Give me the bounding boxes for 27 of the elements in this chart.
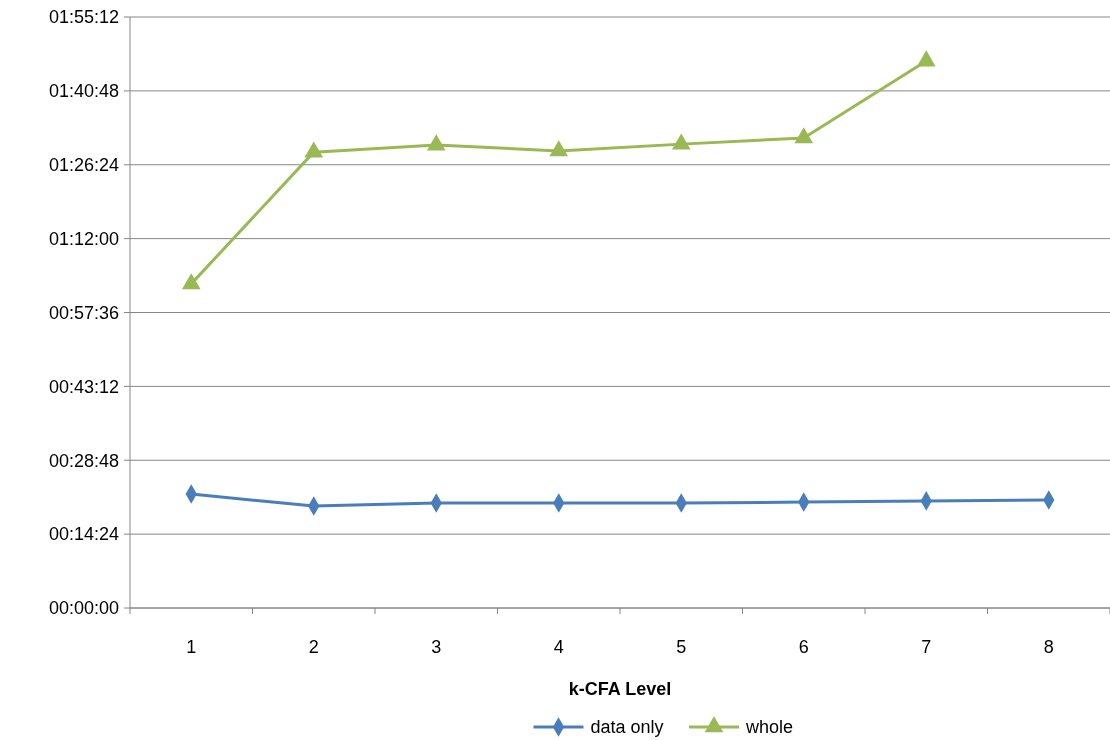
point xyxy=(794,127,814,144)
point xyxy=(549,140,569,157)
y-tick-label: 01:55:12 xyxy=(48,7,119,28)
x-axis-title: k-CFA Level xyxy=(568,679,672,699)
x-tick-label: 6 xyxy=(798,637,809,657)
y-tick-label: 01:40:48 xyxy=(48,81,119,102)
y-tick-label: 00:14:24 xyxy=(48,524,119,545)
y-tick-label: 00:57:36 xyxy=(48,302,119,323)
point xyxy=(181,273,201,290)
y-tick-label: 01:12:00 xyxy=(48,228,119,249)
point xyxy=(916,50,936,67)
y-tick-label: 00:28:48 xyxy=(48,450,119,471)
y-tick-label: 01:26:24 xyxy=(48,155,119,176)
x-tick-label: 5 xyxy=(676,637,687,657)
legend-label: whole xyxy=(745,717,794,738)
x-tick-label: 4 xyxy=(553,637,564,657)
y-tick-label: 00:43:12 xyxy=(48,376,119,397)
x-tick-label: 8 xyxy=(1043,637,1054,657)
x-tick-label: 7 xyxy=(921,637,932,657)
point xyxy=(671,133,691,150)
x-tick-label: 2 xyxy=(308,637,319,657)
y-tick-label: 00:00:00 xyxy=(48,598,119,619)
legend-label: data only xyxy=(590,717,664,738)
point xyxy=(426,134,446,151)
x-tick-label: 3 xyxy=(431,637,442,657)
x-tick-label: 1 xyxy=(186,637,197,657)
point xyxy=(304,141,324,158)
